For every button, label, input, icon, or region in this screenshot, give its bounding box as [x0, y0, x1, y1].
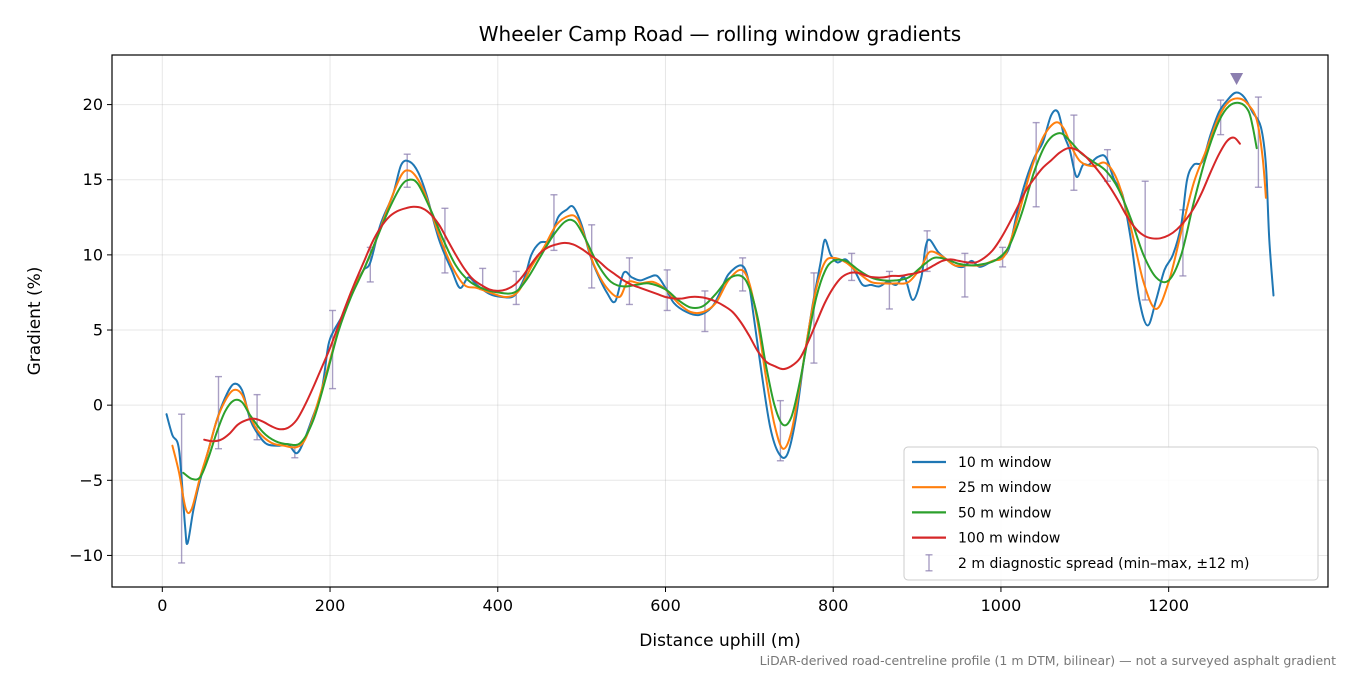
x-tick-label: 600	[650, 596, 681, 615]
x-axis-label: Distance uphill (m)	[639, 631, 800, 651]
x-tick-label: 200	[315, 596, 346, 615]
y-axis-label: Gradient (%)	[25, 267, 45, 376]
legend-item: 2 m diagnostic spread (min–max, ±12 m)	[925, 554, 1249, 572]
caption-note: LiDAR-derived road-centreline profile (1…	[760, 653, 1336, 668]
legend-label: 100 m window	[958, 531, 1060, 547]
x-tick-label: 1000	[981, 596, 1022, 615]
legend-label: 25 m window	[958, 480, 1051, 496]
legend: 10 m window 25 m window 50 m window 100 m w…	[903, 446, 1319, 581]
legend-box	[903, 446, 1319, 581]
x-tick-label: 1200	[1148, 596, 1189, 615]
plot-frame	[111, 54, 1329, 588]
error-bar	[550, 194, 558, 252]
y-tick-label: −10	[69, 546, 103, 565]
legend-label: 2 m diagnostic spread (min–max, ±12 m)	[958, 556, 1249, 572]
error-bar	[810, 272, 818, 364]
error-bar	[1254, 96, 1262, 188]
series-line-1	[165, 91, 1275, 545]
peak-marker-icon	[1230, 73, 1244, 86]
legend-item: 100 m window	[912, 531, 1060, 547]
y-tick-label: −5	[79, 471, 103, 490]
legend-item: 25 m window	[912, 480, 1051, 496]
error-bar	[1141, 180, 1149, 301]
y-tick-label: 5	[93, 321, 103, 340]
x-tick-label: 0	[157, 596, 167, 615]
error-bar	[739, 257, 747, 292]
error-bar	[961, 252, 969, 298]
series-line-4	[203, 136, 1241, 443]
chart-title: Wheeler Camp Road — rolling window gradi…	[479, 22, 961, 46]
y-tick-label: 20	[83, 95, 103, 114]
peak-marker-layer	[1230, 73, 1244, 86]
error-bar	[512, 270, 520, 306]
legend-item: 50 m window	[912, 505, 1051, 521]
grid	[112, 55, 1328, 587]
y-tick-label: 10	[83, 245, 103, 264]
error-bar	[885, 270, 893, 310]
legend-label: 10 m window	[958, 455, 1051, 471]
error-bar	[776, 399, 784, 462]
legend-item: 10 m window	[912, 455, 1051, 471]
error-bar	[441, 207, 449, 274]
y-tick-label: 15	[83, 170, 103, 189]
y-ticks: −10 −5 0 5 10 15 20	[69, 95, 112, 565]
x-tick-label: 400	[482, 596, 513, 615]
x-ticks: 0 200 400 600 800 1000 1200	[157, 587, 1189, 615]
error-bar	[923, 230, 931, 273]
y-tick-label: 0	[93, 396, 103, 415]
x-tick-label: 800	[818, 596, 849, 615]
series-lines	[165, 91, 1275, 545]
legend-label: 50 m window	[958, 505, 1051, 521]
